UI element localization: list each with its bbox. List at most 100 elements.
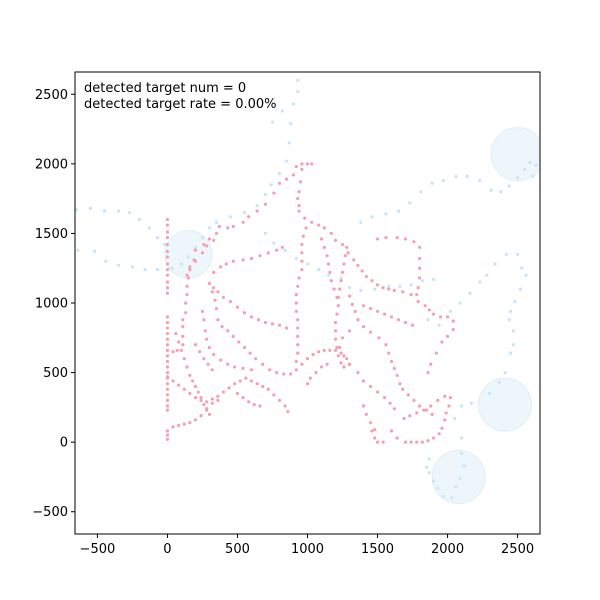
route-point xyxy=(196,390,200,394)
target-point xyxy=(459,451,464,455)
route-point xyxy=(193,248,198,252)
route-point xyxy=(283,404,287,408)
route-point xyxy=(214,231,219,236)
route-point xyxy=(165,249,170,254)
route-point xyxy=(395,436,399,440)
route-point xyxy=(277,181,282,185)
route-point xyxy=(181,334,185,338)
route-point xyxy=(200,251,205,255)
x-tick-label: 1000 xyxy=(291,542,324,557)
target-point xyxy=(427,457,431,461)
y-tick-label: 0 xyxy=(60,436,68,451)
route-point xyxy=(415,293,419,297)
target-point xyxy=(431,277,436,281)
route-point xyxy=(248,351,252,355)
route-point xyxy=(258,254,262,258)
target-point xyxy=(130,265,135,269)
route-point xyxy=(375,283,380,287)
route-point xyxy=(333,337,338,341)
x-tick-label: −500 xyxy=(80,542,116,557)
route-point xyxy=(212,270,216,274)
route-point xyxy=(165,408,170,412)
route-point xyxy=(347,329,352,333)
route-point xyxy=(216,290,220,294)
x-tick-label: 2500 xyxy=(501,542,534,557)
target-point xyxy=(170,266,174,270)
route-point xyxy=(171,379,175,383)
route-point xyxy=(361,379,366,383)
route-point xyxy=(308,376,312,380)
y-tick-label: 500 xyxy=(43,366,68,381)
route-point xyxy=(207,237,212,241)
route-point xyxy=(193,259,198,263)
route-point xyxy=(244,376,248,380)
route-point xyxy=(401,387,405,391)
target-point xyxy=(478,280,482,284)
route-point xyxy=(422,408,426,412)
route-point xyxy=(412,240,416,244)
route-point xyxy=(389,359,394,364)
route-point xyxy=(305,357,310,361)
route-point xyxy=(252,402,256,407)
route-point xyxy=(296,351,300,355)
y-tick-label: 1500 xyxy=(35,227,68,242)
y-tick-label: 1000 xyxy=(35,297,68,312)
target-point xyxy=(76,248,80,252)
route-point xyxy=(207,412,212,416)
route-point xyxy=(188,373,192,377)
route-point xyxy=(319,237,324,241)
route-point xyxy=(440,426,444,430)
route-point xyxy=(401,290,405,294)
target-point xyxy=(454,174,458,178)
target-point xyxy=(289,121,293,126)
target-point xyxy=(384,212,388,216)
target-point xyxy=(143,268,147,272)
route-point xyxy=(388,401,392,405)
route-point xyxy=(210,397,214,401)
route-point xyxy=(345,245,349,249)
route-point xyxy=(207,345,212,350)
route-point xyxy=(181,343,185,347)
route-point xyxy=(216,394,220,398)
route-point xyxy=(165,262,170,266)
target-point xyxy=(317,268,321,272)
route-point xyxy=(310,220,314,224)
route-point xyxy=(300,167,304,172)
route-point xyxy=(304,226,308,230)
route-point xyxy=(420,440,424,444)
route-point xyxy=(389,429,394,433)
y-tick-label: 2500 xyxy=(35,88,68,103)
route-point xyxy=(356,318,360,322)
target-point xyxy=(116,209,121,213)
route-point xyxy=(296,334,300,338)
route-point xyxy=(410,323,415,327)
sensor-circle-3 xyxy=(431,449,486,505)
route-point xyxy=(347,294,352,298)
target-point xyxy=(283,248,287,252)
route-point xyxy=(220,325,224,329)
route-point xyxy=(364,412,368,416)
route-point xyxy=(368,330,373,334)
route-point xyxy=(297,209,301,213)
route-point xyxy=(353,309,357,313)
route-point xyxy=(325,362,329,366)
target-point xyxy=(207,226,212,230)
route-point xyxy=(165,326,170,330)
target-point xyxy=(458,476,462,480)
route-point xyxy=(233,365,237,369)
route-point xyxy=(382,396,387,400)
route-point xyxy=(174,332,178,336)
target-point xyxy=(75,208,79,212)
route-point xyxy=(436,398,440,403)
target-point xyxy=(398,284,402,288)
route-point xyxy=(179,348,184,352)
route-point xyxy=(339,351,343,355)
target-point xyxy=(294,256,298,261)
route-point xyxy=(297,190,301,194)
route-point xyxy=(417,276,422,280)
target-point xyxy=(347,286,352,290)
target-point xyxy=(93,249,97,254)
route-point xyxy=(416,300,420,304)
route-point xyxy=(364,274,368,279)
target-point xyxy=(468,291,472,295)
